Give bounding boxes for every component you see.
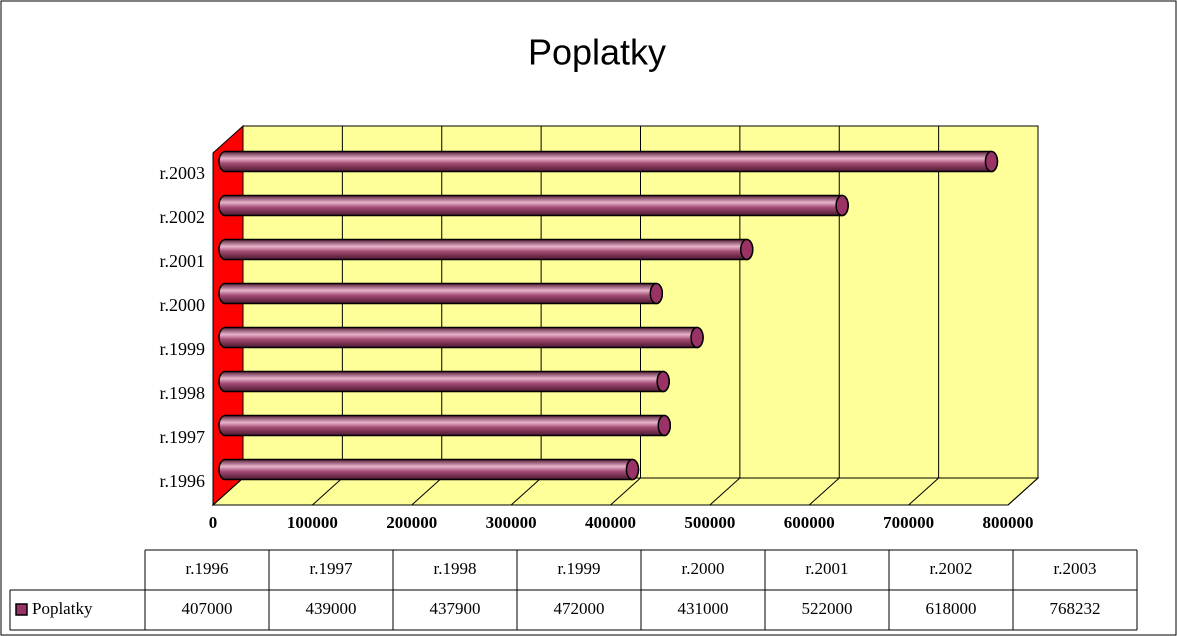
floor-grid-line: [312, 477, 343, 506]
table-value: 522000: [802, 599, 853, 618]
table-header: r.2002: [930, 559, 973, 578]
y-tick-label: r.1999: [159, 339, 205, 359]
bar-end: [690, 326, 704, 349]
y-tick-label: r.1998: [159, 383, 205, 403]
bar-end: [656, 370, 670, 393]
y-tick-label: r.1997: [159, 427, 205, 447]
y-tick-label: r.2003: [159, 163, 205, 183]
x-tick-label: 600000: [784, 513, 835, 532]
table-header: r.1996: [186, 559, 229, 578]
table-value: 431000: [678, 599, 729, 618]
floor-grid-line: [510, 477, 542, 506]
bar: [218, 150, 999, 173]
floor-grid-line: [808, 477, 840, 506]
floor-grid-line: [411, 477, 443, 506]
table-header: r.2003: [1054, 559, 1097, 578]
x-tick-label: 200000: [386, 513, 437, 532]
x-tick-label: 100000: [287, 513, 338, 532]
x-tick-label: 500000: [684, 513, 735, 532]
table-value: 768232: [1050, 599, 1101, 618]
table-value: 437900: [430, 599, 481, 618]
y-tick-label: r.2002: [159, 207, 205, 227]
floor-grid-line: [212, 477, 244, 506]
x-tick-label: 300000: [486, 513, 537, 532]
bar-end: [984, 150, 999, 173]
bar: [218, 370, 670, 393]
table-value: 439000: [306, 599, 357, 618]
bar-end: [625, 458, 640, 481]
bar-end: [835, 194, 849, 217]
bar: [218, 326, 704, 349]
bar: [218, 282, 664, 305]
floor-grid-line: [908, 477, 939, 506]
x-tick-label: 400000: [585, 513, 636, 532]
y-tick-label: r.2000: [159, 295, 205, 315]
table-header: r.2001: [806, 559, 849, 578]
bar-end: [649, 282, 664, 305]
table-value: 618000: [926, 599, 977, 618]
table-header: r.2000: [682, 559, 725, 578]
legend-label: Poplatky: [32, 599, 93, 618]
y-tick-label: r.1996: [159, 471, 205, 491]
table-header: r.1999: [558, 559, 601, 578]
legend-key: [15, 603, 28, 616]
bar-end: [739, 238, 754, 261]
table-header: r.1998: [434, 559, 477, 578]
floor-grid-line: [709, 477, 741, 506]
x-tick-label: 800000: [983, 513, 1034, 532]
x-tick-label: 0: [209, 513, 218, 532]
table-value: 472000: [554, 599, 605, 618]
bar: [218, 194, 849, 217]
floor-grid-line: [1007, 477, 1039, 506]
floor-grid-line: [610, 477, 641, 506]
bar: [218, 458, 640, 481]
y-tick-label: r.2001: [159, 251, 205, 271]
bar-end: [657, 414, 672, 437]
x-tick-label: 700000: [883, 513, 934, 532]
table-value: 407000: [182, 599, 233, 618]
table-header: r.1997: [310, 559, 353, 578]
left-wall: [212, 124, 244, 507]
chart-title: Poplatky: [528, 32, 666, 73]
bar: [218, 238, 754, 261]
bar: [218, 414, 672, 437]
